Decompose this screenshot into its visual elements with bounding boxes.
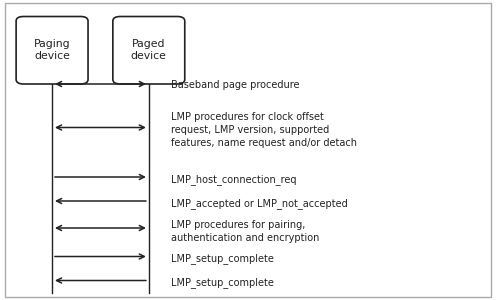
Text: Paging
device: Paging device xyxy=(34,39,70,61)
Text: Paged
device: Paged device xyxy=(131,39,167,61)
Text: LMP_setup_complete: LMP_setup_complete xyxy=(171,278,274,288)
Text: LMP_host_connection_req: LMP_host_connection_req xyxy=(171,174,297,185)
Text: LMP procedures for pairing,
authentication and encryption: LMP procedures for pairing, authenticati… xyxy=(171,220,319,243)
Text: Baseband page procedure: Baseband page procedure xyxy=(171,80,300,89)
FancyBboxPatch shape xyxy=(113,16,185,84)
Text: LMP_accepted or LMP_not_accepted: LMP_accepted or LMP_not_accepted xyxy=(171,198,348,209)
FancyBboxPatch shape xyxy=(16,16,88,84)
Text: LMP_setup_complete: LMP_setup_complete xyxy=(171,254,274,264)
Text: LMP procedures for clock offset
request, LMP version, supported
features, name r: LMP procedures for clock offset request,… xyxy=(171,112,357,148)
